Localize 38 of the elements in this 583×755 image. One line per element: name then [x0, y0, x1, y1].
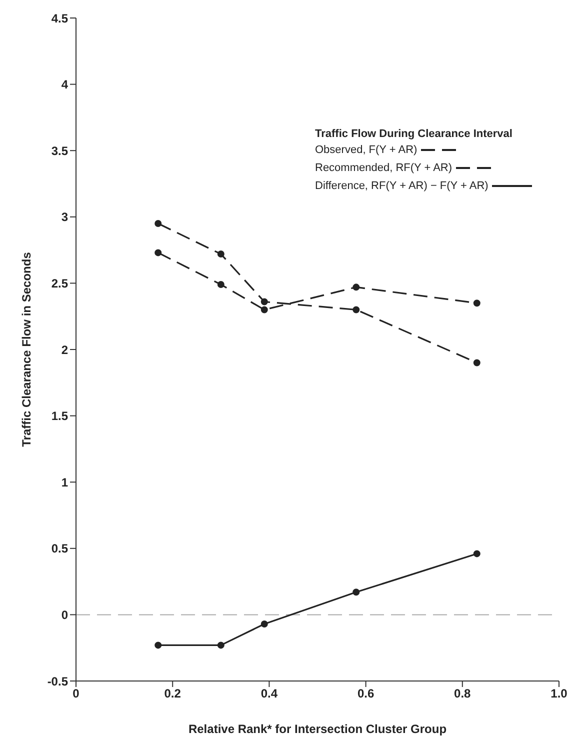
- x-tick-label: 0: [72, 686, 80, 701]
- point: [217, 642, 224, 649]
- legend-label: Recommended, RF(Y + AR): [315, 162, 452, 174]
- x-tick-label: 1.0: [550, 686, 568, 701]
- point: [352, 284, 360, 291]
- y-tick-label: 0: [61, 608, 68, 622]
- point: [260, 298, 268, 306]
- y-tick-label: 1: [61, 475, 68, 490]
- point: [154, 249, 162, 256]
- point: [217, 250, 224, 258]
- x-tick-label: 0.4: [260, 686, 278, 701]
- x-tick-label: 0.2: [164, 686, 182, 701]
- point: [260, 306, 268, 314]
- legend-label: Observed, F(Y + AR): [315, 144, 418, 156]
- x-axis-title: Relative Rank* for Intersection Cluster Group: [188, 722, 447, 736]
- legend-label: Difference, RF(Y + AR) − F(Y + AR): [315, 180, 488, 192]
- point: [473, 550, 480, 558]
- y-tick-label: 1.5: [51, 409, 68, 424]
- point: [217, 281, 224, 288]
- y-axis-title: Traffic Clearance Flow in Seconds: [19, 252, 34, 447]
- y-tick-label: -0.5: [47, 674, 68, 688]
- point: [154, 642, 162, 649]
- point: [260, 620, 268, 628]
- y-tick-label: 4: [61, 78, 68, 92]
- point: [352, 588, 360, 596]
- y-tick-label: 0.5: [51, 542, 68, 556]
- y-tick-label: 3: [61, 210, 68, 224]
- point: [473, 359, 480, 366]
- x-tick-label: 0.8: [454, 686, 472, 701]
- y-tick-label: 4.5: [51, 11, 68, 26]
- legend-title: Traffic Flow During Clearance Interval: [315, 128, 514, 140]
- y-tick-label: 2: [61, 342, 68, 357]
- point: [473, 300, 480, 307]
- point: [154, 220, 162, 228]
- y-tick-label: 3.5: [51, 144, 68, 158]
- x-tick-label: 0.6: [357, 686, 374, 701]
- point: [352, 306, 360, 314]
- y-tick-label: 2.5: [51, 276, 68, 290]
